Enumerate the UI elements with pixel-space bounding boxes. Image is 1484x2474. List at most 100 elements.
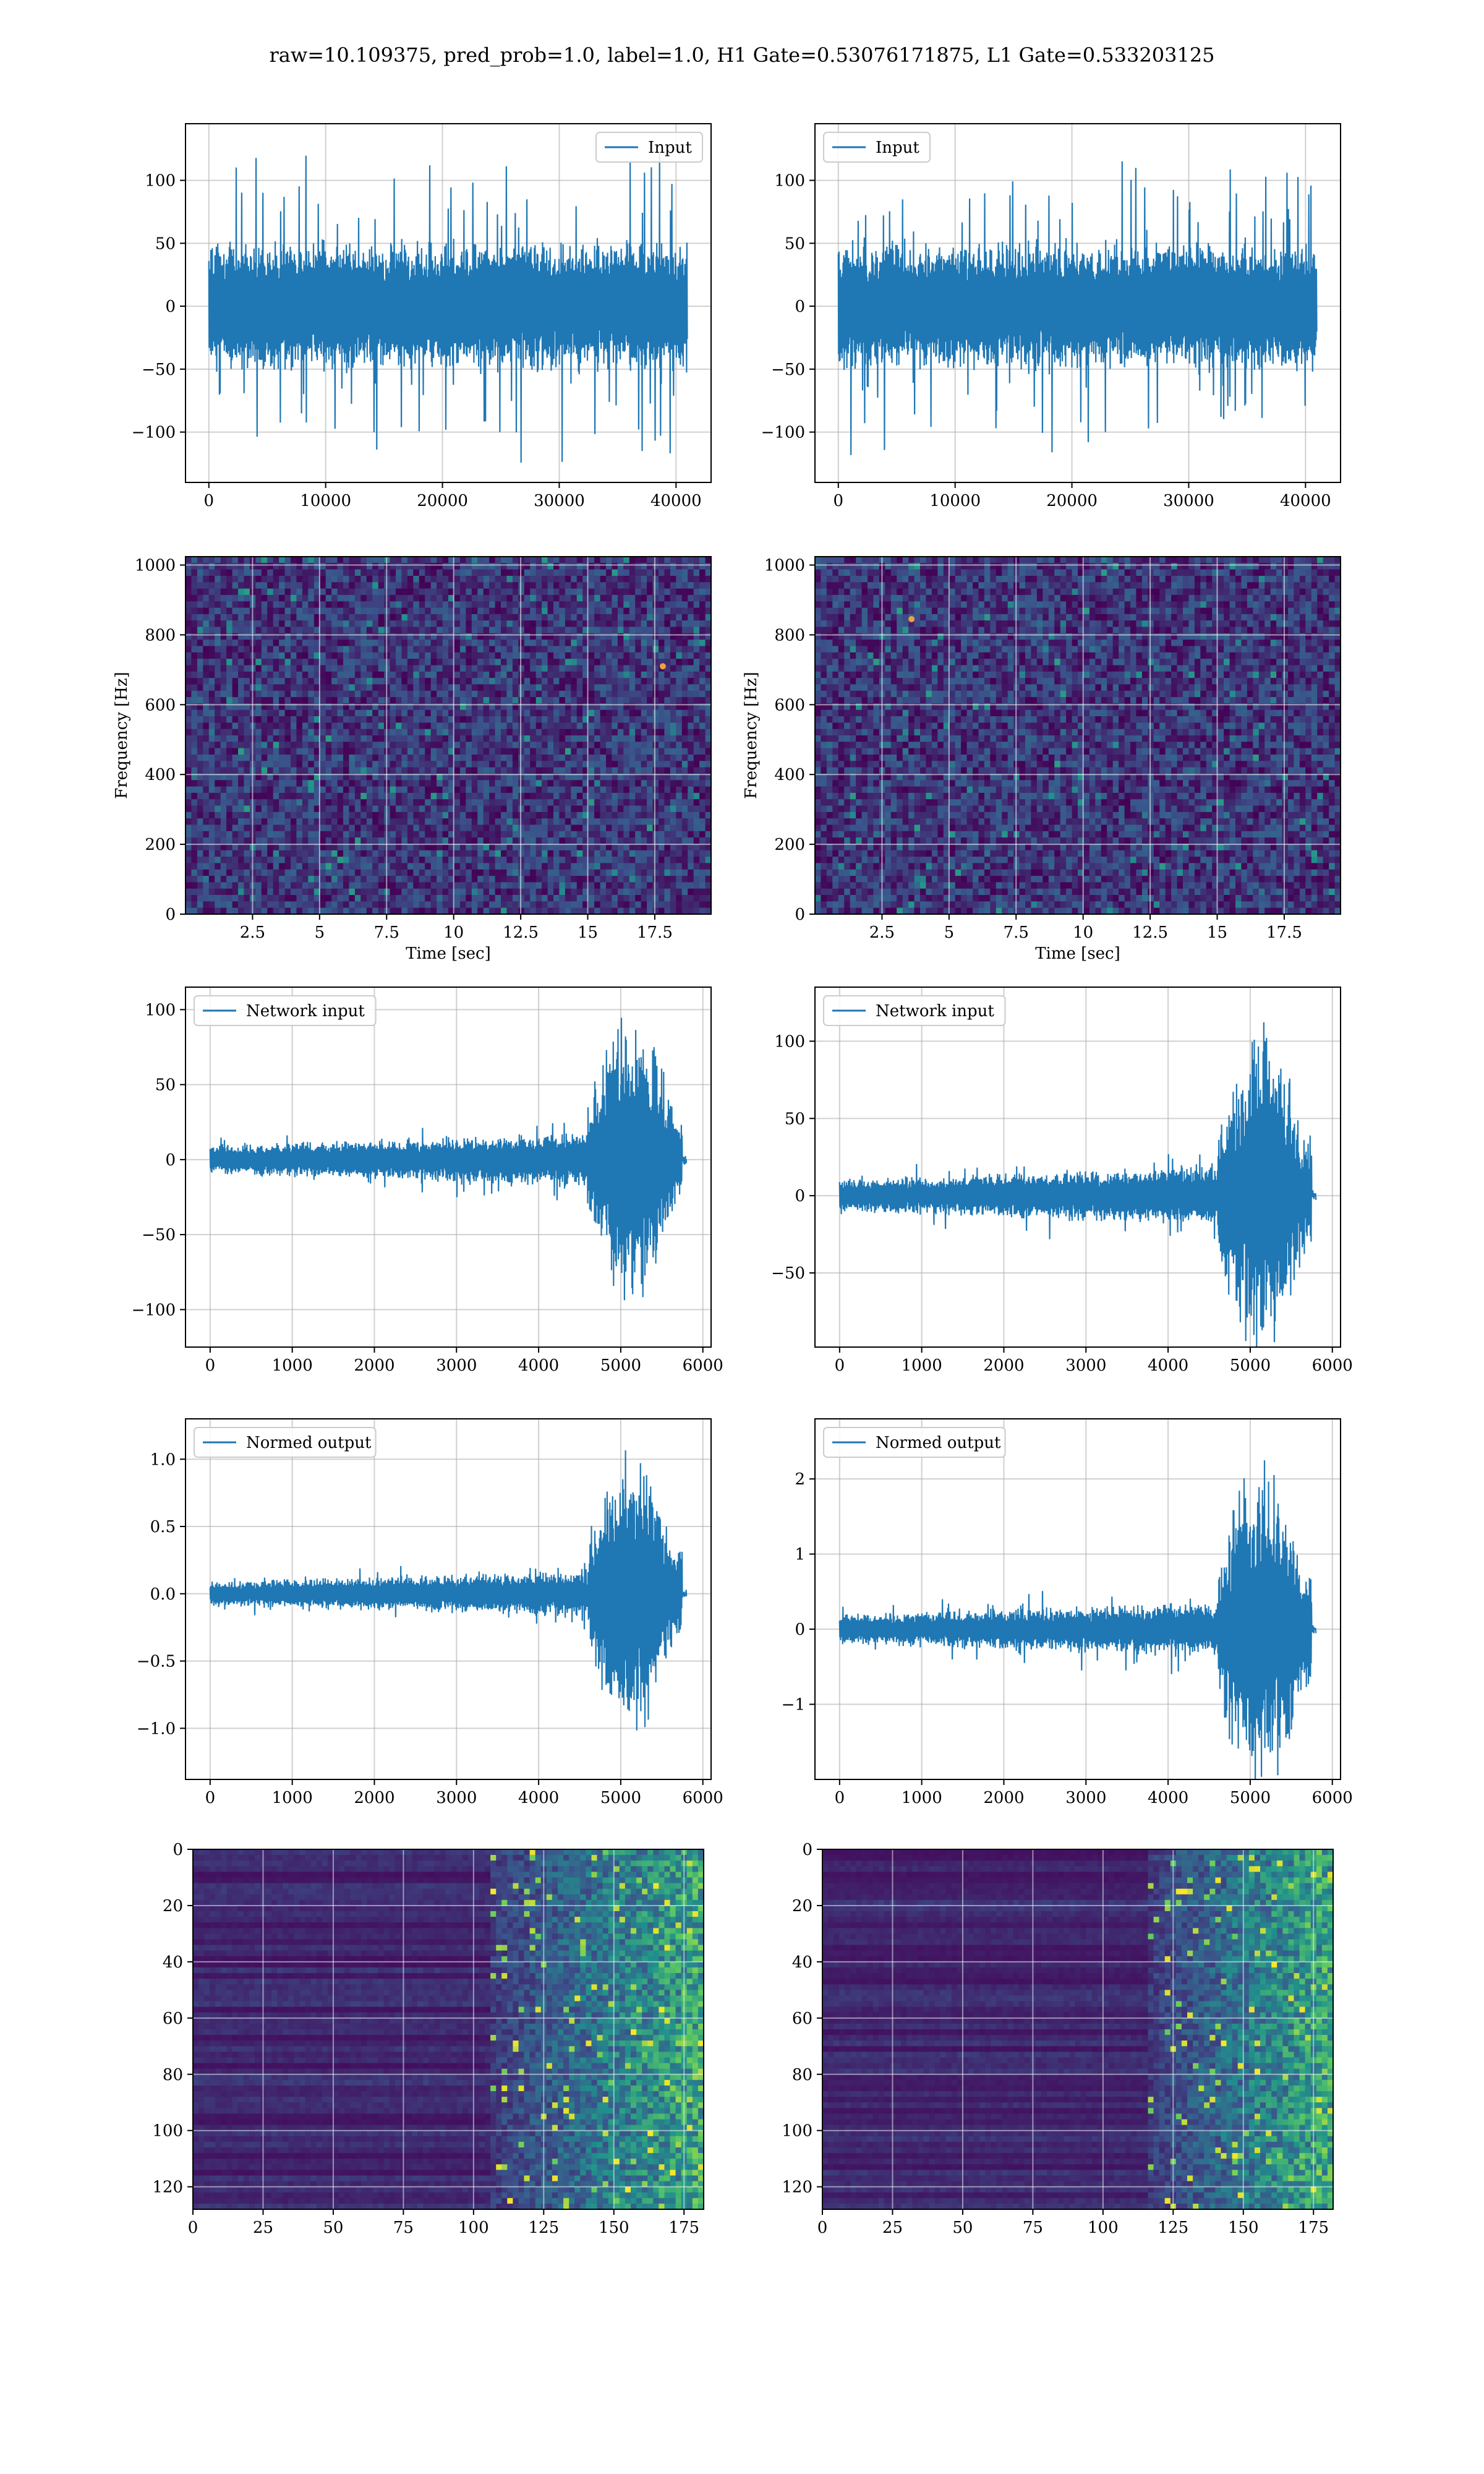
heatmap-cell bbox=[296, 691, 302, 698]
heatmap-cell bbox=[285, 666, 291, 672]
heatmap-cell bbox=[308, 672, 314, 678]
heatmap-cell bbox=[396, 684, 402, 691]
heatmap-cell bbox=[612, 857, 618, 863]
heatmap-cell bbox=[454, 863, 460, 870]
heatmap-cell bbox=[226, 729, 232, 736]
heatmap-cell bbox=[255, 620, 262, 627]
heatmap-cell bbox=[279, 620, 285, 627]
heatmap-cell bbox=[255, 646, 262, 653]
heatmap-cell bbox=[367, 837, 373, 844]
heatmap-cell bbox=[244, 870, 250, 876]
heatmap-cell bbox=[559, 895, 565, 902]
heatmap-cell bbox=[513, 863, 519, 870]
heatmap-cell bbox=[191, 659, 197, 666]
heatmap-cell bbox=[401, 850, 407, 857]
heatmap-cell bbox=[349, 735, 355, 742]
heatmap-cell bbox=[226, 742, 232, 748]
heatmap-cell bbox=[688, 768, 694, 774]
heatmap-cell bbox=[302, 850, 309, 857]
heatmap-cell bbox=[682, 780, 688, 787]
heatmap-cell bbox=[401, 882, 407, 889]
heatmap-cell bbox=[215, 576, 221, 583]
heatmap-cell bbox=[454, 735, 460, 742]
heatmap-cell bbox=[571, 595, 577, 602]
heatmap-cell bbox=[571, 582, 577, 589]
heatmap-cell bbox=[466, 793, 472, 800]
heatmap-cell bbox=[349, 755, 355, 761]
heatmap-cell bbox=[559, 620, 565, 627]
heatmap-cell bbox=[536, 889, 542, 896]
heatmap-cell bbox=[367, 882, 373, 889]
heatmap-cell bbox=[635, 570, 641, 576]
heatmap-cell bbox=[226, 640, 232, 646]
heatmap-cell bbox=[226, 768, 232, 774]
heatmap-cell bbox=[244, 831, 250, 838]
heatmap-cell bbox=[460, 576, 466, 583]
heatmap-cell bbox=[267, 653, 273, 659]
heatmap-cell bbox=[343, 748, 349, 755]
heatmap-cell bbox=[407, 780, 414, 787]
heatmap-cell bbox=[203, 570, 209, 576]
heatmap-cell bbox=[629, 710, 636, 717]
heatmap-cell bbox=[518, 666, 524, 672]
heatmap-cell bbox=[606, 666, 612, 672]
heatmap-cell bbox=[629, 831, 636, 838]
heatmap-cell bbox=[676, 844, 682, 851]
heatmap-cell bbox=[419, 601, 425, 608]
heatmap-cell bbox=[524, 761, 531, 768]
heatmap-cell bbox=[466, 901, 472, 908]
heatmap-cell bbox=[419, 761, 425, 768]
heatmap-cell bbox=[618, 640, 624, 646]
heatmap-cell bbox=[484, 672, 490, 678]
heatmap-cell bbox=[262, 620, 268, 627]
heatmap-cell bbox=[343, 666, 349, 672]
heatmap-cell bbox=[338, 672, 344, 678]
heatmap-cell bbox=[623, 831, 629, 838]
heatmap-cell bbox=[191, 563, 197, 570]
heatmap-cell bbox=[413, 589, 419, 596]
heatmap-cell bbox=[682, 557, 688, 563]
heatmap-cell bbox=[331, 557, 338, 563]
heatmap-cell bbox=[699, 876, 706, 883]
heatmap-cell bbox=[431, 672, 437, 678]
heatmap-cell bbox=[326, 666, 332, 672]
heatmap-cell bbox=[676, 806, 682, 813]
heatmap-cell bbox=[682, 666, 688, 672]
heatmap-cell bbox=[425, 608, 431, 615]
heatmap-cell bbox=[285, 901, 291, 908]
heatmap-cell bbox=[437, 818, 443, 825]
heatmap-cell bbox=[372, 722, 378, 729]
heatmap-cell bbox=[186, 710, 192, 717]
heatmap-cell bbox=[367, 768, 373, 774]
heatmap-cell bbox=[635, 678, 641, 685]
heatmap-cell bbox=[413, 818, 419, 825]
heatmap-cell bbox=[296, 825, 302, 832]
heatmap-cell bbox=[618, 608, 624, 615]
heatmap-cell bbox=[349, 710, 355, 717]
heatmap-cell bbox=[676, 729, 682, 736]
heatmap-cell bbox=[331, 722, 338, 729]
heatmap-cell bbox=[244, 672, 250, 678]
heatmap-cell bbox=[343, 589, 349, 596]
heatmap-cell bbox=[629, 837, 636, 844]
heatmap-cell bbox=[244, 620, 250, 627]
heatmap-cell bbox=[641, 895, 647, 902]
heatmap-cell bbox=[191, 557, 197, 563]
heatmap-cell bbox=[524, 755, 531, 761]
heatmap-cell bbox=[215, 876, 221, 883]
heatmap-cell bbox=[302, 825, 309, 832]
heatmap-cell bbox=[343, 710, 349, 717]
heatmap-cell bbox=[618, 768, 624, 774]
heatmap-cell bbox=[553, 697, 560, 704]
heatmap-cell bbox=[600, 780, 607, 787]
heatmap-cell bbox=[501, 787, 507, 794]
heatmap-cell bbox=[635, 582, 641, 589]
heatmap-cell bbox=[530, 837, 536, 844]
heatmap-cell bbox=[682, 895, 688, 902]
heatmap-cell bbox=[343, 691, 349, 698]
heatmap-cell bbox=[191, 761, 197, 768]
heatmap-cell bbox=[477, 768, 484, 774]
heatmap-cell bbox=[659, 582, 665, 589]
heatmap-cell bbox=[285, 735, 291, 742]
heatmap-cell bbox=[285, 742, 291, 748]
